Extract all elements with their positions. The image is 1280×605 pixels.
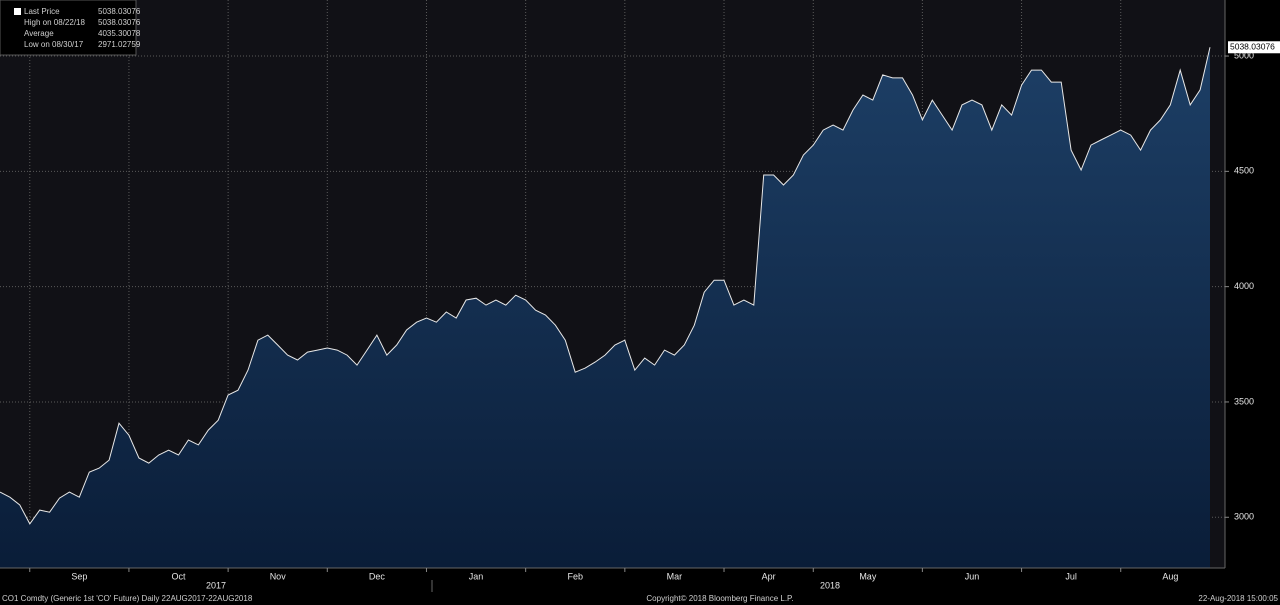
footer-right: 22-Aug-2018 15:00:05 (1198, 594, 1278, 603)
x-tick-label: Jun (965, 571, 980, 581)
y-tick-label: 5000 (1234, 50, 1254, 60)
footer-left: CO1 Comdty (Generic 1st 'CO' Future) Dai… (2, 594, 253, 603)
y-tick-label: 4000 (1234, 281, 1254, 291)
x-tick-label: Aug (1162, 571, 1178, 581)
x-tick-label: Mar (667, 571, 683, 581)
last-price-label: 5038.03076 (1230, 42, 1275, 52)
x-tick-label: Oct (172, 571, 187, 581)
last-price-box (1228, 41, 1280, 54)
legend-label: High on 08/22/18 (24, 18, 85, 27)
legend-value: 4035.30078 (98, 29, 141, 38)
legend-value: 5038.03076 (98, 18, 141, 27)
price-line (0, 47, 1211, 525)
legend-value: 2971.02759 (98, 40, 141, 49)
legend-value: 5038.03076 (98, 7, 141, 16)
x-tick-label: Apr (762, 571, 776, 581)
x-tick-label: Jan (469, 571, 484, 581)
y-tick-label: 3500 (1234, 396, 1254, 406)
legend-label: Average (24, 29, 54, 38)
legend (0, 0, 137, 56)
x-tick-label: Dec (369, 571, 386, 581)
legend-label: Low on 08/30/17 (24, 40, 84, 49)
y-tick-label: 3000 (1234, 512, 1254, 522)
legend-swatch (14, 8, 21, 15)
year-label: 2018 (820, 580, 840, 590)
y-tick-label: 4500 (1234, 166, 1254, 176)
x-tick-label: Jul (1065, 571, 1077, 581)
legend-label: Last Price (24, 7, 60, 16)
footer-center: Copyright© 2018 Bloomberg Finance L.P. (646, 594, 793, 603)
x-tick-label: Nov (270, 571, 287, 581)
x-tick-label: Feb (567, 571, 583, 581)
x-tick-label: Sep (71, 571, 87, 581)
x-tick-label: May (859, 571, 877, 581)
area-fill (0, 47, 1210, 569)
year-label: 2017 (206, 580, 226, 590)
